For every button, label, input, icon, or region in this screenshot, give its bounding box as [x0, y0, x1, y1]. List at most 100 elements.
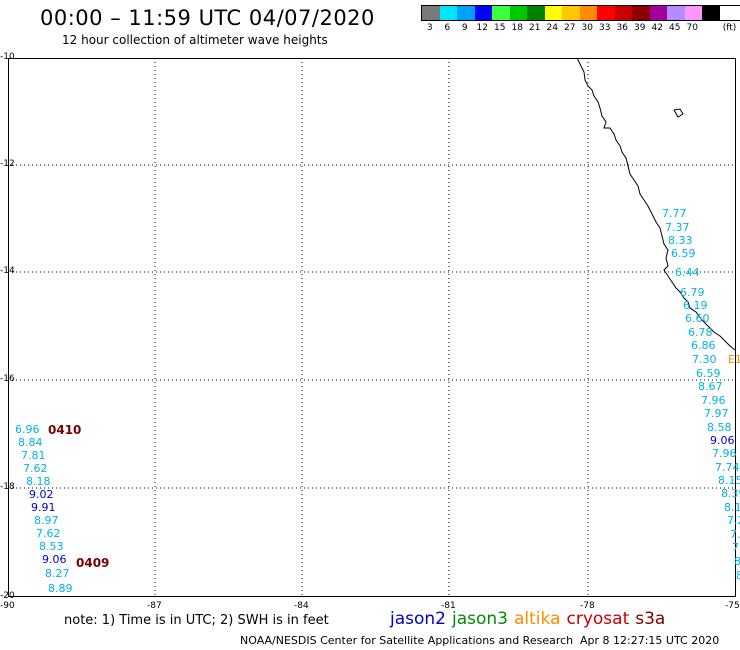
map-title: 00:00 – 11:59 UTC 04/07/2020: [40, 6, 375, 30]
legend-label: 45: [669, 23, 681, 33]
wave-height-reading: 8.67: [698, 380, 723, 393]
legend-swatch: [492, 6, 510, 20]
wave-height-reading: 9.06: [42, 553, 67, 566]
wave-height-reading: 6.59: [696, 367, 721, 380]
legend-label: 36: [616, 23, 628, 33]
legend-label: 3: [426, 23, 433, 33]
legend-label: 6: [444, 23, 451, 33]
legend-label: 30: [581, 23, 593, 33]
wave-height-reading: 6.44: [675, 266, 700, 279]
legend-swatch: [667, 6, 685, 20]
wave-height-reading: 7.37: [665, 221, 690, 234]
legend-swatch: [422, 6, 440, 20]
legend-swatch: [702, 6, 720, 20]
wave-height-reading: 7.62: [36, 527, 61, 540]
wave-height-reading: 9.06: [710, 434, 735, 447]
legend-label: 15: [494, 23, 506, 33]
legend-swatch: [527, 6, 545, 20]
legend-swatch: [632, 6, 650, 20]
wave-height-reading: 7.2: [727, 514, 740, 527]
legend-swatch: [614, 6, 632, 20]
legend-swatch: [579, 6, 597, 20]
wave-height-reading: 8.18: [26, 475, 51, 488]
map-subtitle: 12 hour collection of altimeter wave hei…: [62, 33, 328, 47]
map-border: [8, 58, 736, 597]
legend-label: 12: [476, 23, 488, 33]
legend-label: 21: [529, 23, 541, 33]
wave-height-reading: 8.1: [724, 501, 740, 514]
latitude-tick-label: -12: [0, 159, 15, 169]
latitude-tick-label: -20: [0, 591, 15, 601]
legend-swatch: [562, 6, 580, 20]
longitude-tick-label: -90: [0, 601, 15, 611]
wave-height-reading: 8: [734, 555, 740, 568]
legend-label: 42: [651, 23, 663, 33]
wave-height-reading: 6.86: [691, 339, 716, 352]
satellite-legend-item: jason2: [390, 609, 446, 629]
wave-height-reading: 7.96: [712, 447, 737, 460]
legend-swatch: [684, 6, 702, 20]
wave-height-reading: 9.91: [31, 501, 56, 514]
credit-line: NOAA/NESDIS Center for Satellite Applica…: [240, 634, 574, 647]
wave-height-reading: 8.33: [668, 234, 693, 247]
latitude-tick-label: -14: [0, 266, 15, 276]
wave-height-reading: 7.97: [704, 407, 729, 420]
legend-label: 39: [634, 23, 646, 33]
legend-swatch: [474, 6, 492, 20]
legend-swatch: [597, 6, 615, 20]
longitude-tick-label: -87: [147, 601, 162, 611]
legend-label: 27: [564, 23, 576, 33]
wave-height-reading: 7.74: [715, 461, 740, 474]
legend-label: 33: [599, 23, 611, 33]
latitude-tick-label: -18: [0, 482, 15, 492]
pass-time-label: 0410: [48, 423, 82, 437]
wave-height-reading: 8.39: [721, 487, 740, 500]
legend-swatch: [439, 6, 457, 20]
satellite-legend: jason2 jason3 altika cryosat s3a: [390, 609, 671, 629]
wave-height-reading: 6.96: [15, 423, 40, 436]
wave-height-reading: 7.81: [21, 449, 46, 462]
wave-height-reading: 7.62: [23, 462, 48, 475]
satellite-legend-item: jason3: [452, 609, 508, 629]
wave-height-reading: 6.60: [685, 312, 710, 325]
wave-height-reading: 7.4: [730, 528, 740, 541]
wave-height-reading: 8.89: [48, 582, 73, 595]
legend-swatch: [544, 6, 562, 20]
longitude-tick-label: -78: [580, 601, 595, 611]
legend-swatch: [457, 6, 475, 20]
legend-units: (ft): [722, 23, 737, 33]
legend-label: 70: [686, 23, 698, 33]
wave-height-reading: 8: [736, 569, 740, 582]
wave-height-color-legend: 3 6 9 12 15 18 21 24 27 30 33 36 39 42 45 70 (ft): [421, 5, 740, 33]
latitude-tick-label: -16: [0, 374, 15, 384]
wave-height-reading: 7.: [732, 541, 740, 554]
legend-labels: 3 6 9 12 15 18 21 24 27 30 33 36 39 42 45 70 (ft): [421, 23, 740, 33]
satellite-legend-item: altika: [514, 609, 561, 629]
wave-height-reading: 8.27: [45, 567, 70, 580]
footer-note: note: 1) Time is in UTC; 2) SWH is in fe…: [64, 613, 329, 628]
wave-height-reading: 8.53: [39, 540, 64, 553]
pass-time-label: 0409: [76, 556, 110, 570]
satellite-legend-item: s3a: [635, 609, 666, 629]
wave-height-reading: 6.19: [683, 299, 708, 312]
coastline: [576, 57, 736, 351]
legend-swatches: [421, 5, 740, 21]
legend-label: 24: [546, 23, 558, 33]
wave-height-reading: 8.97: [34, 514, 59, 527]
longitude-tick-label: -75: [725, 601, 740, 611]
edge-wave-reading: E1: [728, 353, 740, 366]
wave-height-reading: 8.84: [18, 436, 43, 449]
graticule: [8, 58, 736, 597]
longitude-tick-label: -84: [294, 601, 309, 611]
wave-height-reading: 9.02: [29, 488, 54, 501]
satellite-legend-item: cryosat: [566, 609, 630, 629]
legend-label: 18: [511, 23, 523, 33]
legend-label: 9: [461, 23, 468, 33]
latitude-tick-label: -10: [0, 52, 15, 62]
wave-height-reading: 8.15: [718, 474, 740, 487]
generated-timestamp: Apr 8 12:27:15 UTC 2020: [580, 634, 720, 647]
wave-height-reading: 8.58: [707, 421, 732, 434]
wave-height-reading: 6.78: [688, 326, 713, 339]
legend-swatch: [649, 6, 667, 20]
